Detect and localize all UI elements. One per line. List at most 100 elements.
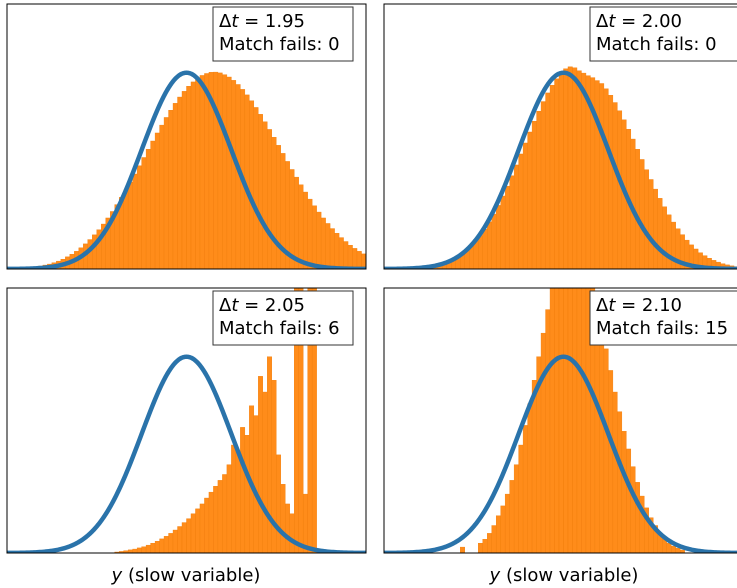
legend-box: Δt = 2.00 Match fails: 0	[589, 6, 737, 62]
histogram-bar	[513, 164, 519, 269]
histogram-bar	[509, 175, 515, 269]
histogram-bar	[540, 101, 546, 269]
histogram-bar	[365, 256, 366, 269]
panel-top-left: Δt = 1.95 Match fails: 0	[6, 3, 383, 270]
histogram-bar	[545, 309, 551, 553]
axes-frame	[383, 3, 737, 270]
histogram-bar	[329, 228, 335, 269]
delta-t-label: Δt = 2.00	[596, 11, 682, 32]
histogram-bar	[375, 260, 379, 269]
histogram-bar	[612, 102, 618, 269]
histogram-bar	[253, 107, 259, 269]
histogram-bar	[123, 189, 129, 269]
histogram-bar	[666, 214, 672, 269]
histogram-bar	[567, 66, 573, 269]
histogram-bar	[132, 173, 138, 269]
histogram-bar	[226, 76, 232, 269]
histogram-bar	[150, 542, 156, 553]
histogram-bar	[136, 547, 142, 553]
histogram-bar	[195, 77, 201, 269]
histogram-bar	[311, 288, 317, 553]
histogram-bar	[347, 245, 353, 269]
histogram-bar	[154, 132, 160, 269]
histogram-bar	[302, 191, 308, 269]
histogram-bar	[226, 464, 232, 553]
histogram-bar	[495, 515, 501, 553]
histogram-bar	[635, 482, 640, 553]
histogram-bar	[177, 526, 183, 553]
histogram-bar	[204, 73, 210, 269]
histogram-bar	[298, 288, 304, 553]
histogram-bar	[473, 240, 479, 269]
histogram-bar	[379, 262, 383, 269]
histogram-bar	[603, 348, 609, 553]
histogram-bar	[549, 85, 555, 269]
histogram-bar	[572, 67, 578, 269]
histogram-bar	[648, 179, 654, 269]
histogram-bar	[325, 223, 331, 269]
histogram-bar	[576, 288, 582, 553]
histogram-bar	[522, 425, 528, 553]
histogram-bar	[671, 545, 676, 553]
delta-t-label: Δt = 2.10	[596, 295, 682, 316]
histogram-bar	[168, 533, 174, 553]
histogram-bar	[635, 149, 640, 269]
histogram-bar	[594, 80, 600, 269]
histogram-bars	[460, 288, 685, 553]
histogram-bar	[285, 503, 290, 553]
histogram-bar	[644, 169, 649, 269]
histogram-bar	[478, 235, 483, 269]
histogram-bar	[190, 81, 196, 269]
histogram-bar	[231, 80, 237, 269]
histogram-bar	[150, 140, 156, 269]
histogram-bar	[338, 237, 344, 269]
match-fails-label: Match fails: 6	[219, 318, 340, 339]
panel-top-right: Δt = 2.00 Match fails: 0	[383, 3, 737, 270]
histogram-bar	[522, 142, 528, 269]
match-fails-label: Match fails: 15	[596, 318, 728, 339]
histogram-bar	[141, 157, 147, 269]
histogram-bar	[581, 72, 587, 269]
histogram-bar	[599, 327, 605, 553]
histogram-bar	[554, 288, 560, 553]
histogram-bar	[478, 542, 483, 553]
histogram-bar	[244, 435, 250, 553]
histogram-bars	[114, 288, 322, 553]
gaussian-curve	[384, 354, 737, 553]
histogram-bar	[621, 431, 627, 553]
histogram-bar	[311, 205, 317, 269]
histogram-bar	[280, 484, 286, 553]
histogram-bar	[491, 525, 497, 553]
histogram-bar	[208, 491, 214, 553]
histogram-bar	[500, 505, 506, 553]
histogram-bar	[276, 145, 281, 269]
histogram-bar	[626, 448, 632, 553]
histogram-bar	[258, 376, 263, 553]
histogram-bar	[163, 536, 169, 553]
histogram-bar	[527, 403, 533, 553]
histogram-bar	[509, 480, 515, 553]
histogram-bar	[572, 288, 578, 553]
histogram-bar	[504, 493, 510, 553]
histogram-bar	[181, 522, 187, 553]
histogram-bar	[217, 72, 223, 269]
histogram-bar	[675, 547, 681, 553]
histogram-bar	[199, 503, 205, 553]
histogram-bar	[262, 391, 268, 553]
histogram-bar	[495, 205, 501, 269]
delta-t-label: Δt = 1.95	[219, 11, 305, 32]
histogram-bar	[199, 75, 205, 269]
histogram-bar	[154, 541, 160, 553]
x-axis-label: y (slow variable)	[111, 565, 261, 586]
histogram-bar	[177, 96, 183, 269]
histogram-bar	[603, 88, 609, 269]
panel-bottom-right: Δt = 2.10 Match fails: 15 y (slow variab…	[383, 287, 737, 586]
histogram-bar	[513, 464, 519, 553]
histogram-bar	[190, 513, 196, 553]
histogram-bar	[527, 131, 533, 269]
histogram-bar	[352, 248, 358, 269]
legend-box: Δt = 1.95 Match fails: 0	[212, 6, 354, 62]
gaussian-curve	[384, 70, 737, 269]
histogram-bar	[298, 184, 304, 269]
